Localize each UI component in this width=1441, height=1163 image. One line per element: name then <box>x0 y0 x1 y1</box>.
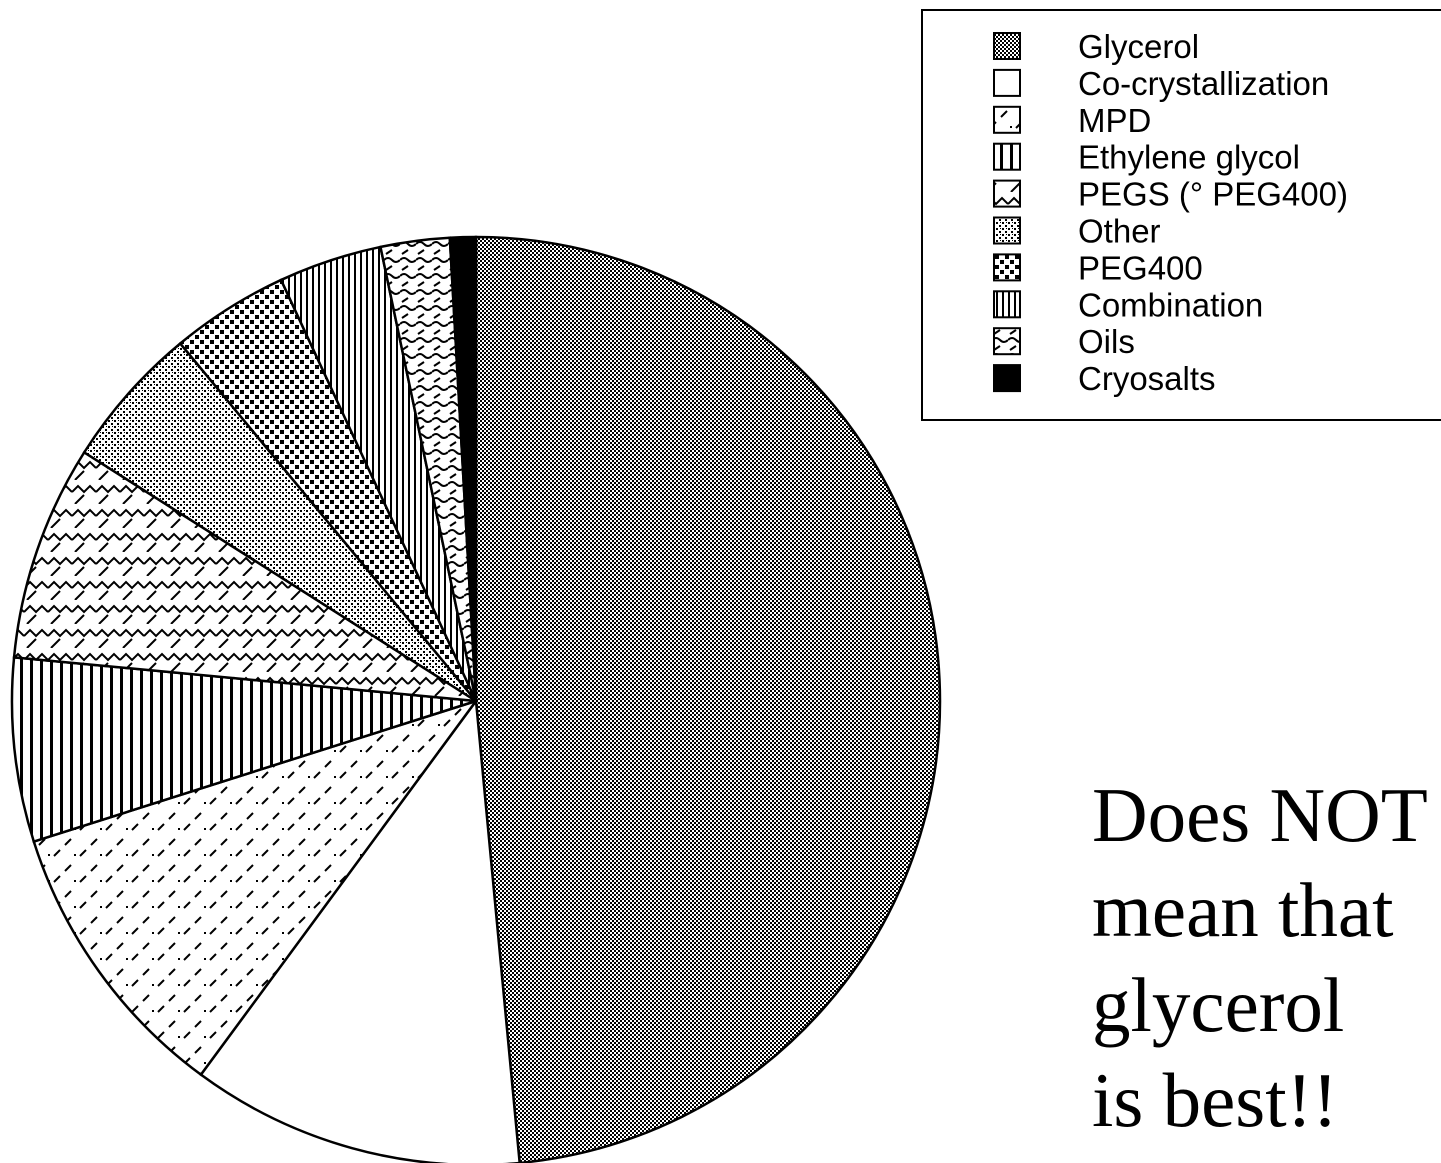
legend-label: Combination <box>1078 286 1263 323</box>
legend-swatch <box>993 290 1021 319</box>
legend-swatch <box>993 68 1021 97</box>
legend-label: Oils <box>1078 323 1135 360</box>
legend-label: PEGS (° PEG400) <box>1078 176 1348 213</box>
pie-slice-cryosalts <box>448 235 478 702</box>
legend-label: Cryosalts <box>1078 360 1216 397</box>
legend-swatch <box>993 327 1021 356</box>
legend-label: Glycerol <box>1078 28 1199 65</box>
legend-label: MPD <box>1078 102 1151 139</box>
legend-swatch <box>993 142 1021 171</box>
pie-slice-ethylene-glycol <box>10 655 477 844</box>
legend-item: Glycerol <box>993 28 1199 65</box>
legend-item: Cryosalts <box>993 360 1216 397</box>
note-line: glycerol <box>1092 962 1345 1048</box>
pie-slice-glycerol <box>474 235 942 1163</box>
legend-item: Ethylene glycol <box>993 139 1300 176</box>
legend-label: Co-crystallization <box>1078 65 1329 102</box>
legend-item: MPD <box>993 102 1151 139</box>
legend-label: Other <box>1078 213 1161 250</box>
pie-slice-other <box>82 341 477 703</box>
pie-slice-co-crystallization <box>199 697 521 1163</box>
annotation-note: Does NOT mean that glycerol is best!! <box>1092 768 1428 1148</box>
legend-item: Combination <box>993 286 1263 323</box>
legend-item: Oils <box>993 323 1135 360</box>
legend-swatch <box>993 32 1021 60</box>
legend-swatch <box>993 364 1021 393</box>
legend-swatch <box>993 216 1021 245</box>
legend-label: PEG400 <box>1078 249 1203 286</box>
pie-slices <box>10 235 942 1163</box>
legend-item: Other <box>993 213 1161 250</box>
legend-item: Co-crystallization <box>993 65 1329 102</box>
legend-swatch <box>993 105 1021 134</box>
pie-slice-pegs-peg400 <box>12 450 477 703</box>
legend-swatch <box>993 253 1021 282</box>
note-line: is best!! <box>1092 1057 1338 1143</box>
legend-item: PEG400 <box>993 249 1203 286</box>
note-line: mean that <box>1092 867 1394 953</box>
note-line: Does NOT <box>1092 772 1428 858</box>
legend-label: Ethylene glycol <box>1078 139 1300 176</box>
legend-swatch <box>993 179 1021 208</box>
legend-item: PEGS (° PEG400) <box>993 176 1348 213</box>
pie-slice-mpd <box>32 698 480 1077</box>
